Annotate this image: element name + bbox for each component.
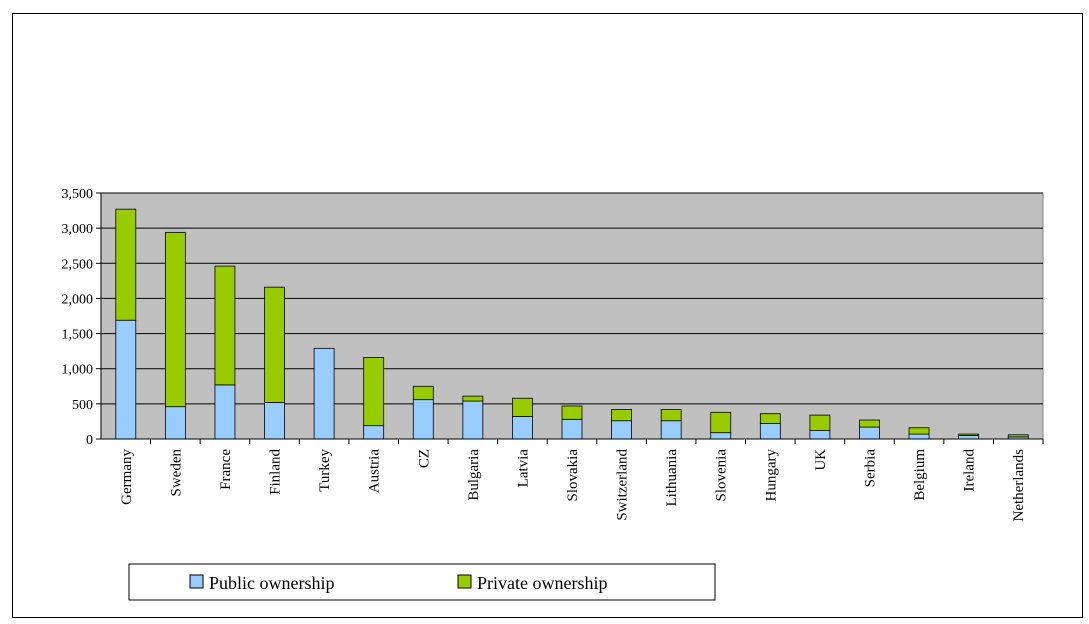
y-axis: 0 500 1,000 1,500 2,000 2,500 3,000 3,500 [62, 187, 102, 448]
bar-private [710, 411, 732, 434]
bar-private [363, 357, 385, 427]
x-tick-label: Sweden [168, 449, 184, 497]
bar-private [759, 413, 781, 424]
y-tick-label: 0 [86, 433, 93, 448]
bar-private [512, 397, 533, 417]
legend: Public ownership Private ownership [128, 563, 716, 601]
bar-public [660, 420, 682, 440]
bar-public [363, 425, 385, 440]
x-tick-label: Switzerland [615, 449, 631, 521]
x-tick-label: Slovenia [714, 449, 730, 502]
bar-public [412, 399, 434, 440]
bar-public [759, 423, 781, 440]
bar-private [611, 409, 632, 422]
bar-public [512, 416, 533, 440]
bar-public [908, 433, 930, 440]
legend-label-private: Private ownership [477, 573, 607, 593]
x-tick-label: Ireland [962, 449, 978, 492]
y-tick-label: 2,000 [62, 292, 94, 307]
bar-private [214, 265, 236, 386]
y-tick-label: 3,000 [62, 222, 94, 237]
x-tick-label: Finland [268, 449, 284, 495]
y-tick-label: 500 [72, 398, 93, 413]
bar-private [164, 231, 186, 408]
bar-private [1007, 434, 1029, 438]
y-tick-label: 1,500 [62, 328, 94, 343]
bar-public [809, 430, 831, 440]
x-tick-label: Austria [367, 449, 383, 494]
bars [115, 208, 1029, 440]
bar-public [313, 347, 335, 440]
bar-private [561, 405, 583, 420]
x-tick-label: Germany [119, 449, 135, 505]
bar-private [958, 433, 980, 436]
y-tick-label: 1,000 [62, 363, 94, 378]
bar-public [958, 435, 980, 440]
bar-private [859, 419, 880, 428]
bar-private [908, 427, 930, 435]
x-tick-label: UK [813, 449, 829, 471]
x-tick-label: Turkey [317, 449, 333, 492]
bar-public [561, 418, 583, 440]
x-tick-label: Belgium [912, 449, 928, 501]
bar-public [164, 406, 186, 440]
legend-box [128, 563, 716, 601]
bar-public [611, 420, 632, 440]
bar-private [412, 385, 434, 401]
legend-label-public: Public ownership [209, 573, 335, 593]
bar-public [115, 319, 137, 440]
x-tick-label: Latvia [515, 449, 531, 488]
x-tick-label: Serbia [862, 449, 878, 488]
bar-private [115, 208, 137, 321]
legend-swatch-public [189, 574, 204, 589]
bar-public [859, 426, 880, 440]
x-tick-label: Bulgaria [466, 449, 482, 501]
x-tick-label: Slovakia [565, 449, 581, 502]
x-tick-label: Netherlands [1011, 449, 1027, 522]
legend-swatch-private [457, 574, 472, 589]
bar-private [660, 409, 682, 422]
x-tick-label: Lithuania [664, 449, 680, 507]
bar-public [462, 400, 484, 440]
bar-private [809, 414, 831, 431]
x-axis: Germany Sweden France Finland Turkey Austria C… [101, 438, 1044, 522]
plot-area [100, 192, 1044, 440]
y-tick-label: 2,500 [62, 257, 94, 272]
bar-private [462, 395, 484, 402]
bar-public [710, 432, 732, 440]
bar-public [214, 384, 236, 440]
gridlines [101, 192, 1043, 405]
x-tick-label: Hungary [763, 449, 779, 502]
bar-public [264, 402, 285, 440]
y-tick-label: 3,500 [62, 187, 94, 202]
x-tick-label: France [218, 449, 234, 490]
bar-private [264, 286, 285, 403]
x-tick-label: CZ [416, 449, 432, 468]
